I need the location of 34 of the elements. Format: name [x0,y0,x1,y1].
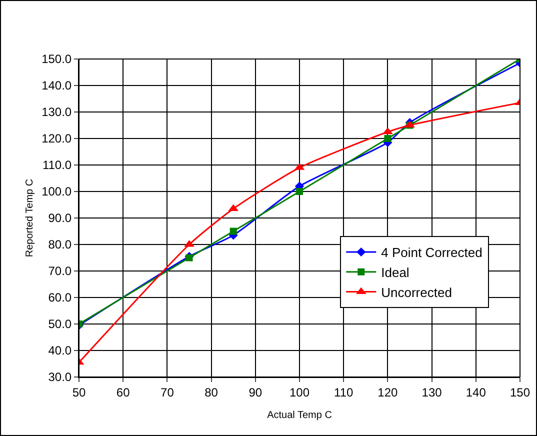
x-tick-label: 50 [72,385,86,400]
y-tick-label: 80.0 [48,238,72,252]
point [382,127,393,134]
y-tick-label: 90.0 [48,211,72,226]
y-tick-label: 100.0 [42,184,72,199]
y-tick-label: 40.0 [48,344,72,358]
legend-label: 4 Point Corrected [381,245,482,260]
x-tick-label: 60 [116,385,130,400]
y-tick-label: 50.0 [48,317,72,332]
point [186,254,193,262]
x-tick-label: 80 [204,385,218,400]
x-tick-label: 130 [422,385,442,400]
legend-label: Uncorrected [381,284,452,300]
y-tick-label: 120.0 [42,132,72,146]
y-tick-label: 110.0 [42,158,72,172]
y-axis-title: Reported Temp C [24,178,36,258]
y-tick-label: 30.0 [48,370,72,384]
x-tick-label: 150 [510,385,530,400]
x-axis-title: Actual Temp C [267,410,332,421]
y-tick-label: 150.0 [42,52,72,66]
x-tick-label: 120 [378,385,398,400]
y-tick-label: 130.0 [42,105,72,120]
point [384,135,392,142]
x-tick-label: 100 [289,385,310,400]
legend-label: Ideal [381,264,410,280]
y-tick-label: 70.0 [48,264,72,278]
point [230,228,237,235]
point [296,188,303,195]
y-tick-label: 60.0 [48,290,72,305]
y-tick-label: 140.0 [42,78,72,93]
x-tick-label: 110 [334,385,354,400]
x-tick-label: 140 [466,385,486,400]
x-tick-label: 70 [160,385,174,400]
x-tick-label: 90 [248,385,262,400]
